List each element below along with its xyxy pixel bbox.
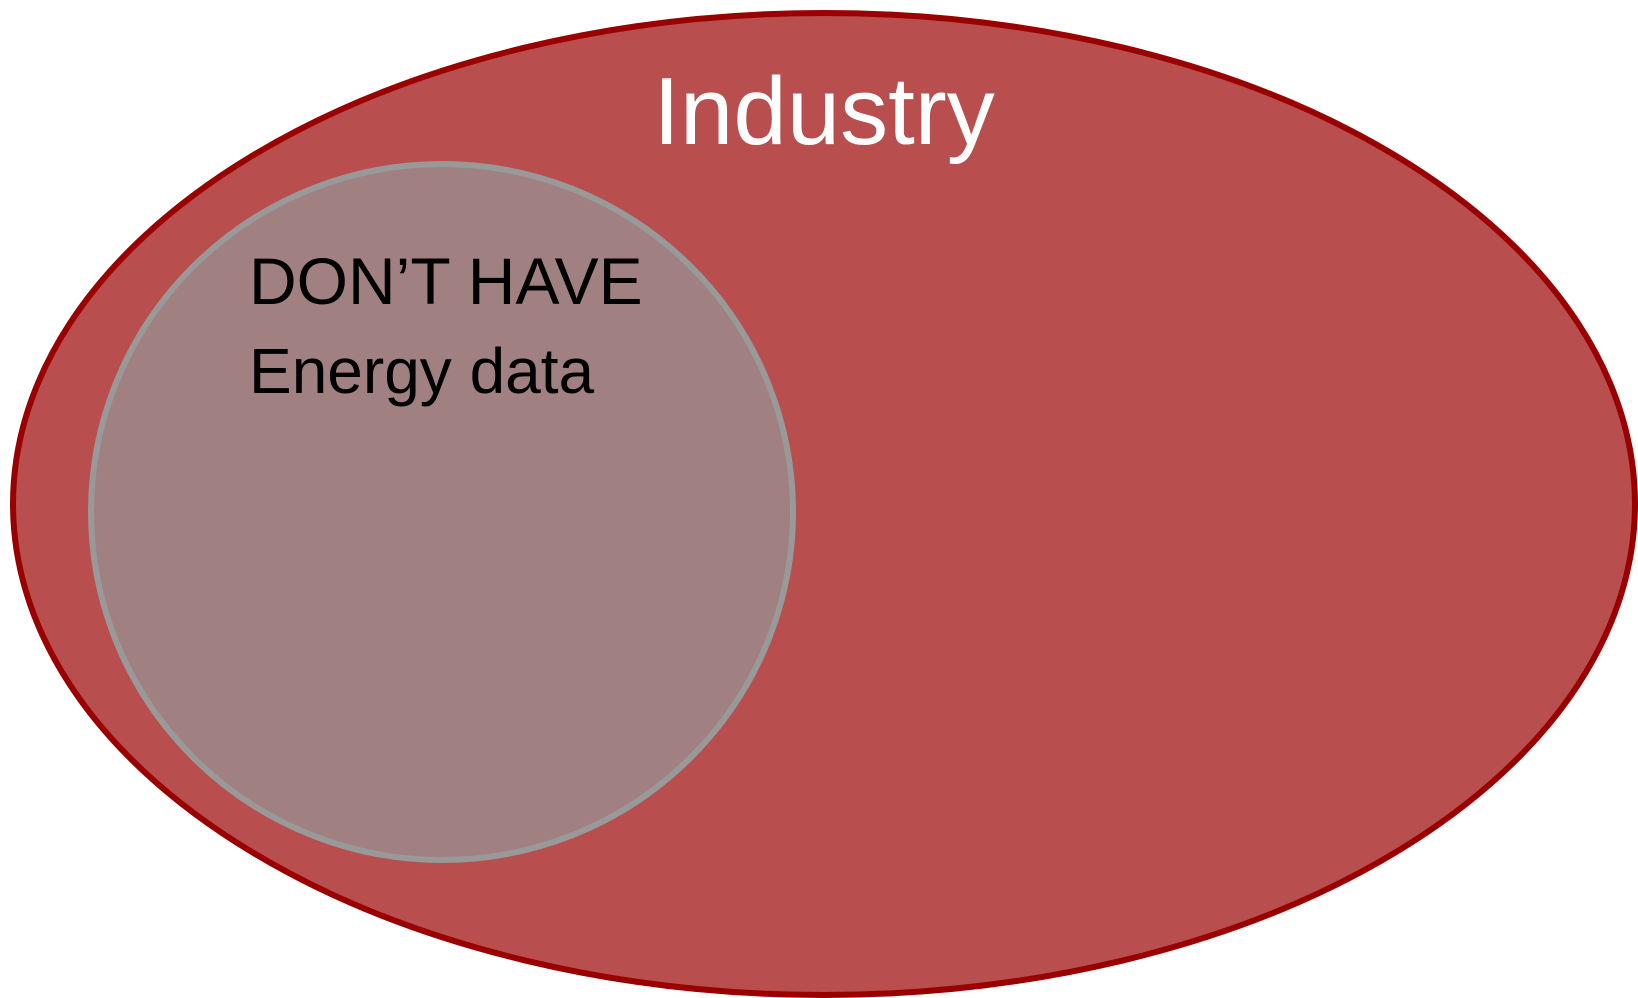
inner-label: Energy data	[249, 335, 595, 407]
outer-label: Industry	[653, 58, 994, 165]
inner-title: DON’T HAVE	[249, 244, 643, 318]
inner-circle	[88, 161, 796, 863]
